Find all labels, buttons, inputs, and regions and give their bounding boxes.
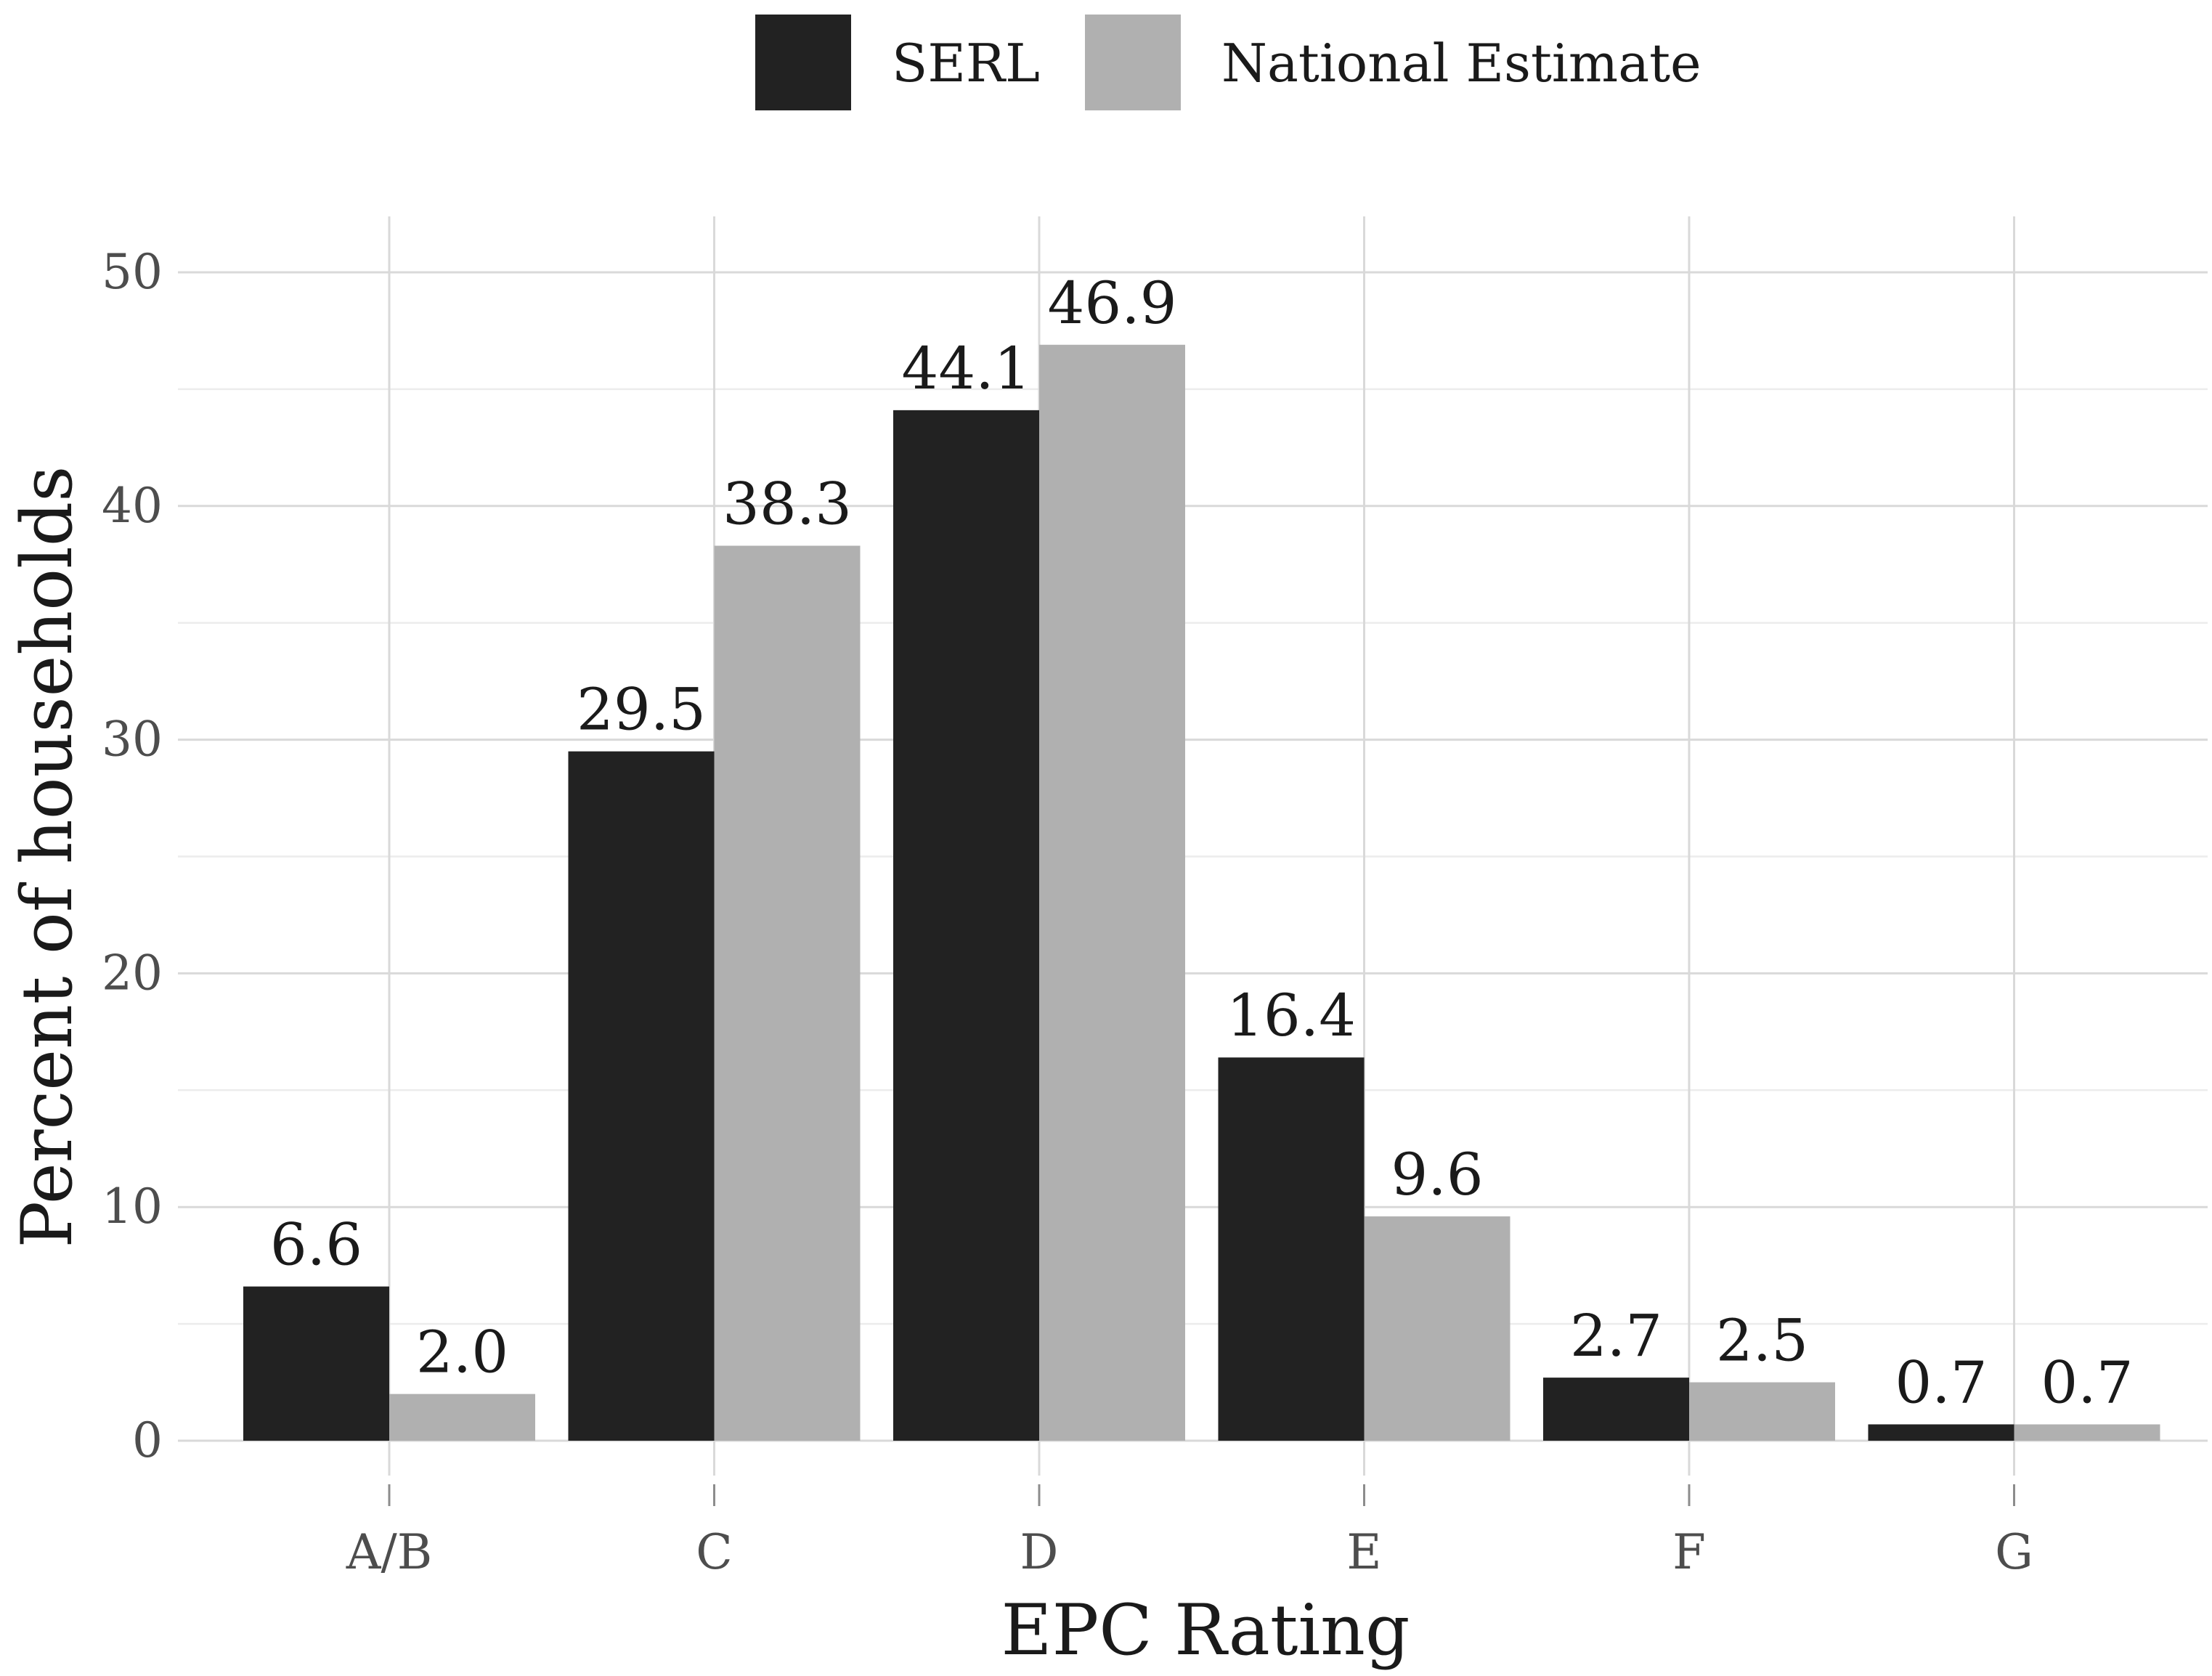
bars [243, 344, 2160, 1441]
serl-bar [1218, 1057, 1365, 1441]
serl-value-label: 16.4 [1227, 982, 1356, 1049]
grid [178, 216, 2208, 1476]
national-estimate-bar [1364, 1216, 1510, 1441]
legend-key-national-estimate [1085, 15, 1181, 110]
y-tick-label: 20 [102, 945, 163, 1001]
y-tick-label: 50 [102, 244, 163, 300]
serl-value-label: 44.1 [901, 335, 1030, 402]
serl-value-label: 2.7 [1570, 1302, 1662, 1370]
national-estimate-bar [714, 545, 861, 1441]
x-tick-label: E [1346, 1524, 1381, 1580]
x-tick-label: F [1672, 1524, 1706, 1580]
serl-bar [893, 410, 1039, 1441]
national-estimate-bar [389, 1394, 535, 1441]
y-tick-label: 0 [132, 1412, 163, 1468]
national-estimate-value-label: 46.9 [1047, 269, 1176, 337]
x-tick-label: C [696, 1524, 733, 1580]
national-estimate-value-label: 9.6 [1391, 1141, 1483, 1208]
serl-bar [243, 1286, 389, 1441]
y-axis-title: Percent of households [7, 466, 88, 1248]
national-estimate-value-label: 38.3 [723, 471, 852, 538]
national-estimate-value-label: 0.7 [2041, 1348, 2133, 1416]
serl-bar [1543, 1378, 1689, 1441]
national-estimate-value-label: 2.0 [416, 1319, 508, 1386]
y-tick-label: 30 [102, 712, 163, 768]
x-tick-label: G [1995, 1524, 2033, 1580]
national-estimate-bar [1689, 1382, 1835, 1441]
axes: 0 10 20 30 40 50 A/B C D E F G [102, 244, 2033, 1580]
legend-key-serl [755, 15, 851, 110]
national-estimate-bar [1039, 344, 1185, 1441]
national-estimate-bar [2014, 1424, 2160, 1441]
x-tick-label: A/B [346, 1524, 432, 1580]
y-tick-label: 10 [102, 1179, 163, 1234]
serl-value-label: 29.5 [577, 676, 706, 744]
legend-label-serl: SERL [892, 33, 1040, 94]
data-labels: 6.6 29.5 44.1 16.4 2.7 0.7 2.0 38.3 46.9 9.6 2.5 0.… [270, 269, 2134, 1417]
national-estimate-value-label: 2.5 [1716, 1307, 1808, 1375]
legend: SERL National Estimate [755, 15, 1701, 110]
serl-bar [1868, 1424, 2014, 1441]
y-tick-label: 40 [102, 478, 163, 534]
serl-value-label: 0.7 [1895, 1348, 1987, 1416]
serl-bar [568, 751, 715, 1441]
serl-value-label: 6.6 [270, 1211, 362, 1279]
x-axis-title: EPC Rating [1001, 1590, 1410, 1671]
legend-label-national-estimate: National Estimate [1221, 33, 1701, 94]
x-tick-label: D [1020, 1524, 1059, 1580]
